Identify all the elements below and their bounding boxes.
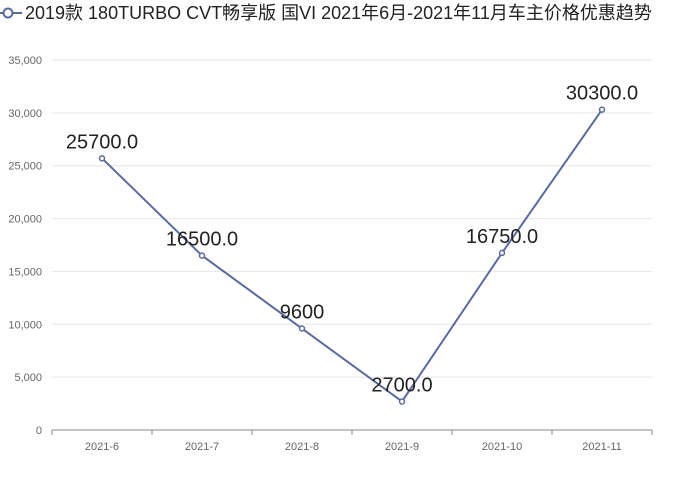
data-label: 9600 [280,302,325,324]
data-point [298,325,306,332]
x-tick-label: 2021-11 [582,441,622,453]
x-tick-label: 2021-10 [482,441,522,453]
data-point [598,106,606,113]
data-point [498,249,506,257]
y-tick-label: 20,000 [8,214,42,226]
legend-line-icon [0,7,22,19]
data-label: 2700.0 [371,374,432,396]
y-tick-label: 30,000 [8,108,42,120]
legend-label: 2019款 180TURBO CVT畅享版 国VI 2021年6月-2021年1… [25,3,652,23]
x-tick-label: 2021-7 [185,441,219,453]
x-tick-label: 2021-9 [385,441,419,453]
data-label: 25700.0 [66,131,138,153]
x-tick-label: 2021-6 [85,441,119,453]
data-label: 16500.0 [166,229,238,251]
y-tick-label: 25,000 [8,161,42,173]
data-point [98,155,106,162]
y-tick-label: 0 [36,425,42,437]
legend[interactable]: 2019款 180TURBO CVT畅享版 国VI 2021年6月-2021年1… [0,2,652,24]
y-tick-label: 10,000 [8,319,42,331]
data-point [398,398,406,405]
series-line [101,109,603,403]
data-label: 30300.0 [566,83,638,105]
x-tick-label: 2021-8 [285,441,319,453]
y-tick-label: 35,000 [8,55,42,67]
data-label: 16750.0 [466,226,538,248]
y-tick-label: 5,000 [14,372,42,384]
y-tick-label: 15,000 [8,266,42,278]
data-point [198,252,206,259]
